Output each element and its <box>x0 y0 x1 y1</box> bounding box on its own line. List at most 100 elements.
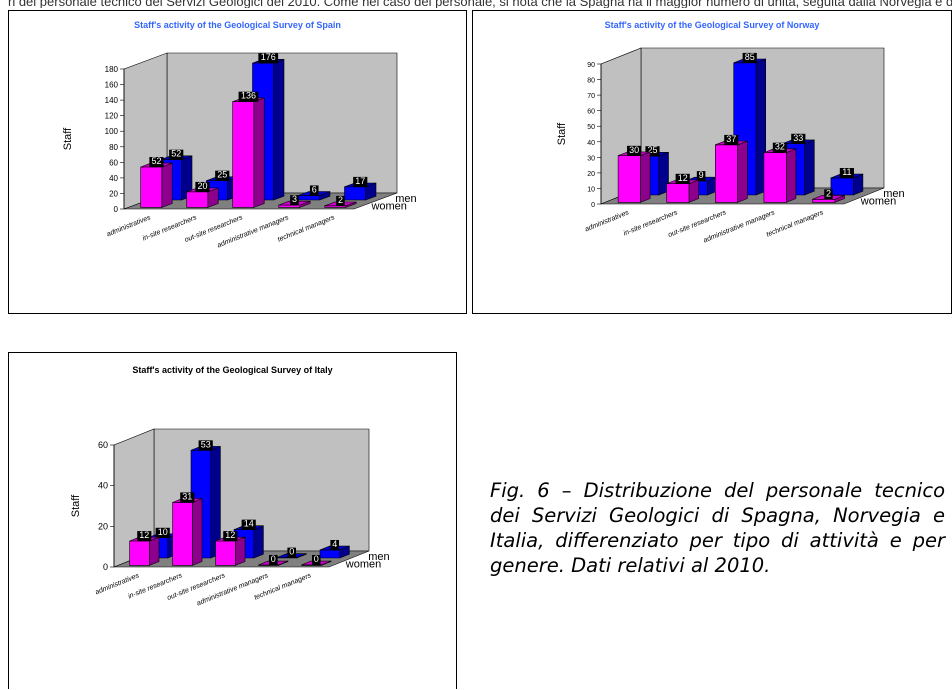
bar-women-1 <box>172 498 203 566</box>
bar-front-face <box>319 549 341 559</box>
y-tick-label: 80 <box>587 78 595 85</box>
y-tick-label: 40 <box>109 174 118 183</box>
data-label-box <box>330 539 339 550</box>
bar-women-0 <box>129 536 160 566</box>
bar-front-face <box>140 166 163 208</box>
bar-side-face <box>235 536 246 566</box>
data-label: 12 <box>139 530 149 540</box>
series-label-men: men <box>395 193 416 205</box>
data-label-box <box>724 134 739 145</box>
y-tick-label: 160 <box>105 81 119 90</box>
bar-side-face <box>253 97 265 208</box>
chart-title-norway: Staff's activity of the Geological Surve… <box>604 20 820 30</box>
bar-women-2 <box>215 536 246 566</box>
data-label-box <box>742 52 757 63</box>
bar-front-face <box>715 144 739 203</box>
chart-panel-italy: Staff's activity of the Geological Surve… <box>8 352 457 689</box>
bar-front-face <box>129 540 150 566</box>
bar-front-face <box>666 183 690 203</box>
data-label-box <box>269 554 278 565</box>
data-label: 52 <box>171 149 181 159</box>
y-tick-label: 30 <box>587 155 595 162</box>
bar-side-face <box>192 498 203 566</box>
y-tick-label: 40 <box>587 140 595 147</box>
data-label-box <box>309 185 319 196</box>
y-tick-label: 20 <box>109 189 118 198</box>
data-label: 176 <box>261 52 276 62</box>
data-label-box <box>696 171 706 182</box>
data-label-box <box>839 168 854 179</box>
data-label: 30 <box>629 145 639 155</box>
y-tick-label: 50 <box>587 124 595 131</box>
y-tick-label: 70 <box>587 93 595 100</box>
data-label-box <box>241 519 256 530</box>
data-label-box <box>180 492 195 503</box>
bar-front-face <box>232 101 255 208</box>
bar-front-face <box>186 191 209 208</box>
bar-women-3 <box>763 148 797 203</box>
data-label-box <box>215 170 230 181</box>
data-label: 32 <box>775 142 785 152</box>
bar-front-face <box>278 204 301 208</box>
bar-side-face <box>737 140 748 203</box>
data-label: 2 <box>826 188 831 198</box>
data-label-box <box>195 181 210 192</box>
y-tick-label: 20 <box>587 171 595 178</box>
data-label: 0 <box>271 554 276 564</box>
data-label: 12 <box>225 530 235 540</box>
data-label: 3 <box>292 194 297 204</box>
chart-panel-spain: Staff's activity of the Geological Surve… <box>8 10 467 314</box>
chart-title-spain: Staff's activity of the Geological Surve… <box>134 20 341 30</box>
bar-women-1 <box>186 187 219 208</box>
data-label-box <box>824 189 833 200</box>
bar-front-face <box>617 155 641 203</box>
bar-side-face <box>161 162 173 208</box>
y-tick-label: 180 <box>105 65 119 74</box>
data-label-box <box>258 53 279 64</box>
y-tick-label: 0 <box>114 205 119 214</box>
data-label-box <box>772 142 787 153</box>
series-label-women: women <box>370 200 406 212</box>
data-label: 9 <box>699 170 704 180</box>
data-label: 12 <box>678 173 688 183</box>
data-label-box <box>149 157 164 168</box>
y-tick-label: 0 <box>103 562 108 572</box>
y-tick-label: 60 <box>98 440 108 450</box>
y-axis-label: Staff <box>556 122 568 145</box>
data-label: 33 <box>793 133 803 143</box>
page-header-text-fragment: ri del personale tecnico dei Servizi Geo… <box>8 0 952 8</box>
data-label-box <box>675 173 690 184</box>
y-tick-label: 140 <box>105 96 119 105</box>
bar-front-face <box>298 195 321 201</box>
data-label: 10 <box>158 527 168 537</box>
bar-front-face <box>172 502 193 566</box>
y-tick-label: 20 <box>98 521 108 531</box>
data-label: 85 <box>745 52 755 62</box>
data-label-box <box>353 176 368 187</box>
bar-front-face <box>763 152 787 203</box>
chart-norway: 0 10 20 30 40 50 60 70 80 90 Staff 25 9 85 33 11 30 12 37 3… <box>556 47 905 244</box>
y-tick-label: 90 <box>587 62 595 69</box>
bar-front-face <box>344 186 367 201</box>
chart-panel-norway: Staff's activity of the Geological Surve… <box>472 10 952 314</box>
category-label: administrative managers <box>196 572 270 607</box>
chart-title-italy: Staff's activity of the Geological Surve… <box>132 365 333 375</box>
y-axis-label: Staff <box>62 127 74 150</box>
data-label-box <box>238 91 259 102</box>
data-label: 14 <box>244 519 254 529</box>
y-tick-label: 10 <box>587 186 595 193</box>
data-label: 0 <box>289 547 294 557</box>
data-label-box <box>198 440 213 451</box>
data-label-box <box>312 554 321 565</box>
chart-spain: 0 20 40 60 80 100 120 140 160 180 Staff 52 25 176 6 17 5… <box>62 52 417 249</box>
y-tick-label: 40 <box>98 481 108 491</box>
data-label-box <box>336 195 345 206</box>
data-label: 31 <box>182 491 192 501</box>
bar-front-face <box>812 199 836 203</box>
bar-side-face <box>640 151 651 203</box>
bar-side-face <box>804 139 815 196</box>
series-label-women: women <box>860 195 896 207</box>
bar-women-0 <box>617 151 651 203</box>
data-label-box <box>290 195 299 206</box>
